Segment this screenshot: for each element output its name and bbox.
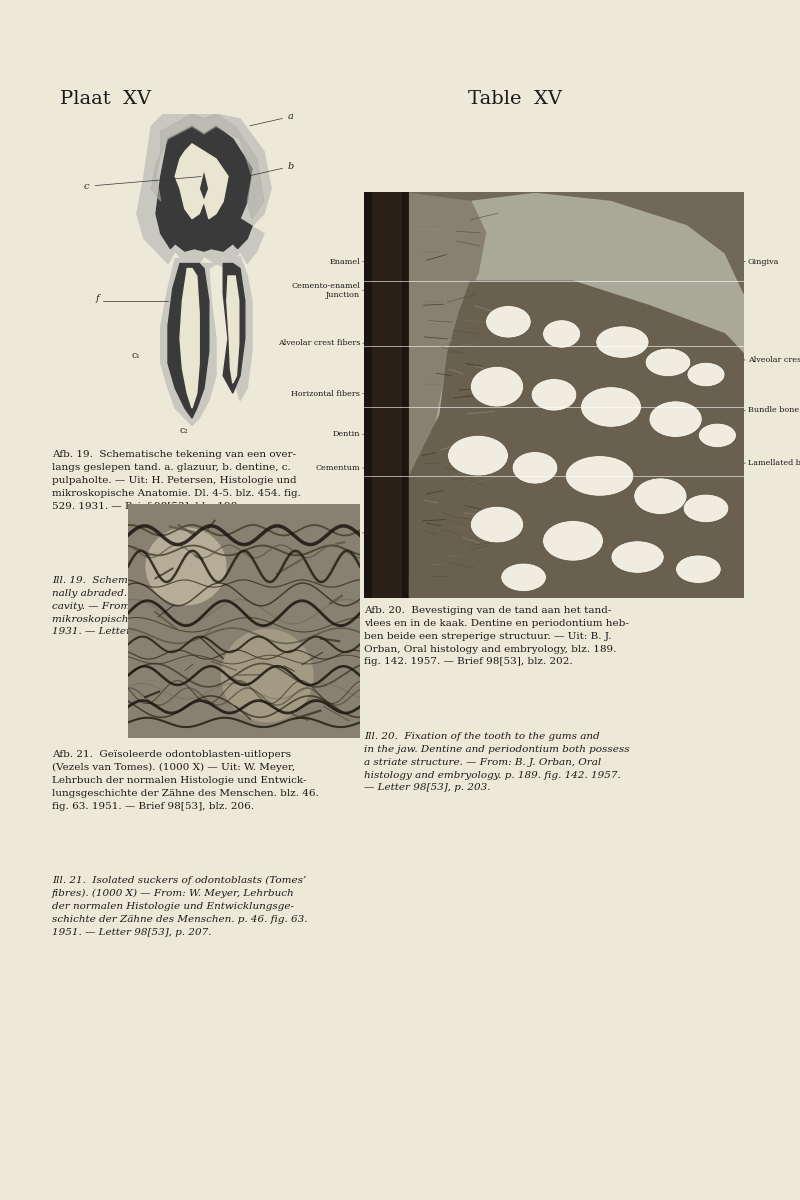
Text: Plaat  XV: Plaat XV	[60, 90, 151, 108]
Ellipse shape	[676, 556, 722, 583]
Ellipse shape	[566, 456, 634, 497]
Text: c: c	[84, 176, 202, 191]
Text: Bundle bone: Bundle bone	[748, 407, 799, 414]
Ellipse shape	[531, 378, 577, 412]
Ellipse shape	[596, 326, 649, 359]
Text: Ill. 21.  Isolated suckers of odontoblasts (Tomes’
fibres). (1000 X) — From: W. : Ill. 21. Isolated suckers of odontoblast…	[52, 876, 307, 937]
Text: Table  XV: Table XV	[468, 90, 562, 108]
Text: Afb. 20.  Bevestiging van de tand aan het tand-
vlees en in de kaak. Dentine en : Afb. 20. Bevestiging van de tand aan het…	[364, 606, 629, 666]
Text: f: f	[96, 294, 100, 302]
Ellipse shape	[611, 541, 664, 574]
Text: Oblique fibers: Oblique fibers	[302, 529, 360, 536]
Text: Lamellated bone: Lamellated bone	[748, 460, 800, 467]
Ellipse shape	[649, 401, 702, 437]
Polygon shape	[168, 264, 209, 418]
Text: c₂: c₂	[180, 426, 189, 436]
Ellipse shape	[542, 319, 581, 348]
Text: c₁: c₁	[132, 352, 141, 360]
Text: Cementum: Cementum	[315, 464, 360, 472]
Ellipse shape	[687, 362, 725, 386]
Ellipse shape	[501, 563, 546, 592]
Polygon shape	[410, 281, 744, 598]
Ellipse shape	[512, 451, 558, 484]
Ellipse shape	[448, 436, 509, 476]
Bar	[364, 192, 410, 598]
Ellipse shape	[698, 424, 737, 448]
Polygon shape	[151, 114, 264, 218]
Text: Gingiva: Gingiva	[748, 258, 779, 265]
Ellipse shape	[542, 521, 603, 562]
Polygon shape	[223, 264, 245, 394]
Text: Ill. 19.  Schematic figure of a tooth, longitudi-
nally abraded. a. enamel, b. d: Ill. 19. Schematic figure of a tooth, lo…	[52, 576, 320, 636]
Text: Alveolar crest fibers: Alveolar crest fibers	[278, 340, 360, 347]
Ellipse shape	[634, 478, 687, 515]
Ellipse shape	[221, 629, 314, 722]
Polygon shape	[161, 256, 252, 426]
Polygon shape	[175, 144, 228, 218]
Text: Ill. 20.  Fixation of the tooth to the gums and
in the jaw. Dentine and periodon: Ill. 20. Fixation of the tooth to the gu…	[364, 732, 630, 792]
Text: Afb. 19.  Schematische tekening van een over-
langs geslepen tand. a. glazuur, b: Afb. 19. Schematische tekening van een o…	[52, 450, 301, 510]
Polygon shape	[227, 276, 239, 383]
Text: Horizontal fibers: Horizontal fibers	[291, 390, 360, 397]
Text: Dentin: Dentin	[333, 431, 360, 438]
Ellipse shape	[146, 527, 226, 605]
Text: Afb. 21.  Geïsoleerde odontoblasten-uitlopers
(Vezels van Tomes). (1000 X) — Uit: Afb. 21. Geïsoleerde odontoblasten-uitlo…	[52, 750, 318, 810]
Text: Cemento-enamel
Junction: Cemento-enamel Junction	[291, 282, 360, 299]
Polygon shape	[410, 192, 486, 598]
Polygon shape	[137, 109, 271, 264]
Polygon shape	[156, 126, 252, 251]
Polygon shape	[180, 269, 199, 408]
Text: b: b	[250, 162, 294, 175]
Ellipse shape	[581, 386, 642, 427]
Polygon shape	[410, 192, 744, 294]
Ellipse shape	[470, 366, 524, 407]
Ellipse shape	[470, 506, 524, 542]
Ellipse shape	[683, 494, 729, 522]
Text: Alveolar crest: Alveolar crest	[748, 356, 800, 364]
Ellipse shape	[646, 348, 691, 377]
Text: Enamel: Enamel	[330, 258, 360, 265]
Bar	[371, 192, 402, 598]
Text: a: a	[250, 112, 294, 126]
Ellipse shape	[486, 306, 531, 338]
